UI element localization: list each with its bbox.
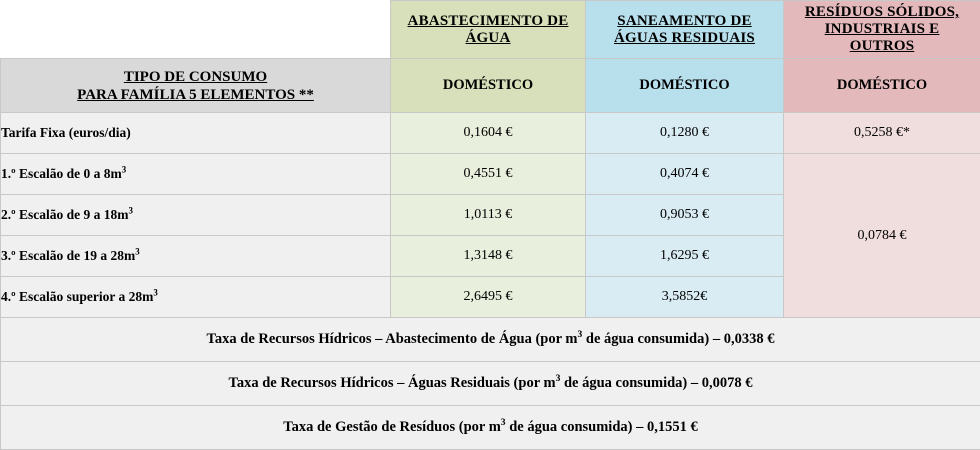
row-label-superscript: 3 (135, 247, 139, 257)
group-header-residuos-line2: INDUSTRIAIS E (825, 21, 940, 37)
note-recursos-hidricos-residuais: Taxa de Recursos Hídricos – Águas Residu… (1, 362, 980, 406)
table-row: 1.º Escalão de 0 a 8m3 0,4551 € 0,4074 €… (1, 154, 980, 195)
note-recursos-hidricos-abastecimento: Taxa de Recursos Hídricos – Abasteciment… (1, 318, 980, 362)
row-label: 2.º Escalão de 9 a 18m3 (1, 195, 391, 236)
sub-header-saneamento: DOMÉSTICO (586, 59, 784, 113)
row-label-text: 2.º Escalão de 9 a 18m (1, 207, 128, 222)
note-gestao-residuos: Taxa de Gestão de Resíduos (por m3 de ág… (1, 406, 980, 450)
cell-saneamento: 0,1280 € (586, 113, 784, 154)
group-header-abastecimento: ABASTECIMENTO DE ÁGUA (391, 1, 586, 59)
sub-header-abastecimento: DOMÉSTICO (391, 59, 586, 113)
group-header-abastecimento-line2: ÁGUA (466, 30, 511, 46)
group-header-saneamento-line1: SANEAMENTO DE (617, 13, 751, 29)
note-text-tail: de água consumida) – 0,1551 € (506, 419, 698, 435)
sub-header-row: TIPO DE CONSUMO PARA FAMÍLIA 5 ELEMENTOS… (1, 59, 980, 113)
note-text-tail: de água consumida) – 0,0078 € (560, 375, 752, 391)
cell-saneamento: 0,4074 € (586, 154, 784, 195)
row-label-text: 1.º Escalão de 0 a 8m (1, 166, 122, 181)
cell-saneamento: 0,9053 € (586, 195, 784, 236)
row-label-text: 3.º Escalão de 19 a 28m (1, 248, 135, 263)
table-row: Tarifa Fixa (euros/dia) 0,1604 € 0,1280 … (1, 113, 980, 154)
cell-abastecimento: 1,3148 € (391, 236, 586, 277)
note-text-tail: de água consumida) – 0,0338 € (582, 331, 774, 347)
group-header-row: ABASTECIMENTO DE ÁGUA SANEAMENTO DE ÁGUA… (1, 1, 980, 59)
note-text: Taxa de Gestão de Resíduos (por m (283, 419, 501, 435)
cell-abastecimento: 0,1604 € (391, 113, 586, 154)
footer-note-row: Taxa de Gestão de Resíduos (por m3 de ág… (1, 406, 980, 450)
row-label-superscript: 3 (153, 288, 157, 298)
group-header-residuos-line1: RESÍDUOS SÓLIDOS, (805, 4, 959, 20)
sub-header-residuos: DOMÉSTICO (784, 59, 980, 113)
footer-note-row: Taxa de Recursos Hídricos – Abasteciment… (1, 318, 980, 362)
group-header-residuos-line3: OUTROS (850, 38, 915, 54)
note-text: Taxa de Recursos Hídricos – Águas Residu… (228, 375, 555, 391)
cell-residuos-merged: 0,0784 € (784, 154, 980, 318)
note-text: Taxa de Recursos Hídricos – Abasteciment… (207, 331, 578, 347)
group-header-saneamento-line2: ÁGUAS RESIDUAIS (614, 30, 755, 46)
cell-abastecimento: 1,0113 € (391, 195, 586, 236)
consumption-type-header: TIPO DE CONSUMO PARA FAMÍLIA 5 ELEMENTOS… (1, 59, 391, 113)
footer-note-row: Taxa de Recursos Hídricos – Águas Residu… (1, 362, 980, 406)
row-label-text: Tarifa Fixa (euros/dia) (1, 125, 131, 140)
row-label-superscript: 3 (122, 165, 126, 175)
row-label: Tarifa Fixa (euros/dia) (1, 113, 391, 154)
row-label: 4.º Escalão superior a 28m3 (1, 277, 391, 318)
consumption-type-header-line1: TIPO DE CONSUMO (124, 69, 267, 85)
group-header-residuos: RESÍDUOS SÓLIDOS, INDUSTRIAIS E OUTROS (784, 1, 980, 59)
row-label: 3.º Escalão de 19 a 28m3 (1, 236, 391, 277)
row-label-superscript: 3 (128, 206, 132, 216)
cell-abastecimento: 2,6495 € (391, 277, 586, 318)
cell-abastecimento: 0,4551 € (391, 154, 586, 195)
consumption-type-header-line2: PARA FAMÍLIA 5 ELEMENTOS ** (77, 87, 314, 103)
cell-residuos: 0,5258 €* (784, 113, 980, 154)
cell-saneamento: 3,5852€ (586, 277, 784, 318)
row-label-text: 4.º Escalão superior a 28m (1, 289, 153, 304)
group-header-abastecimento-line1: ABASTECIMENTO DE (408, 13, 569, 29)
cell-saneamento: 1,6295 € (586, 236, 784, 277)
row-label: 1.º Escalão de 0 a 8m3 (1, 154, 391, 195)
group-header-saneamento: SANEAMENTO DE ÁGUAS RESIDUAIS (586, 1, 784, 59)
blank-corner-cell (1, 1, 391, 59)
